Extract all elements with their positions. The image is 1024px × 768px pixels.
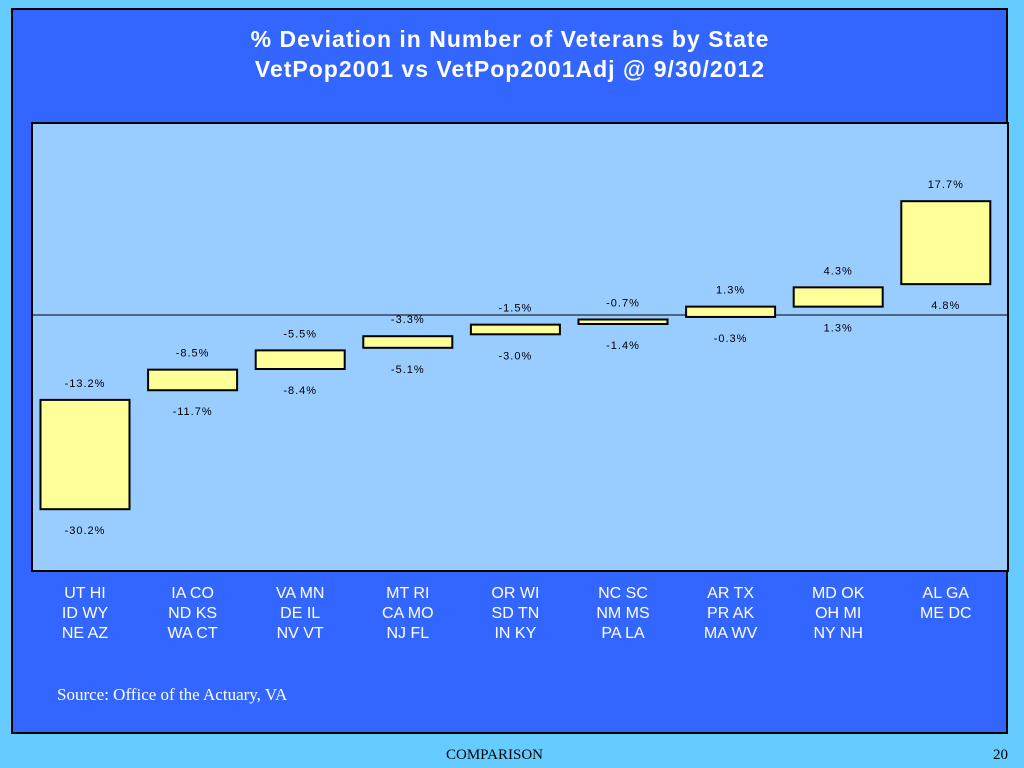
category-label: UT HI ID WY NE AZ xyxy=(30,584,140,644)
low-value-label: -0.3% xyxy=(714,333,748,345)
plot-area xyxy=(31,122,1009,572)
category-label-line: ND KS xyxy=(168,605,218,622)
category-label-line: OR WI xyxy=(491,585,540,602)
category-label-line: NC SC xyxy=(598,585,648,602)
category-label-line: MD OK xyxy=(811,585,865,602)
high-value-label: -3.3% xyxy=(391,314,425,326)
range-box xyxy=(469,323,561,336)
high-value-label: 17.7% xyxy=(928,179,964,191)
category-label-line: AR TX xyxy=(707,585,754,602)
low-value-label: -8.4% xyxy=(283,385,317,397)
range-box xyxy=(685,305,777,318)
low-value-label: -1.4% xyxy=(606,340,640,352)
page-number: 20 xyxy=(993,747,1008,763)
category-label: NC SC NM MS PA LA xyxy=(568,584,678,644)
category-label-line: ME DC xyxy=(920,605,972,622)
chart-subtitle: VetPop2001 vs VetPop2001Adj @ 9/30/2012 xyxy=(254,56,766,82)
category-label-line: OH MI xyxy=(815,605,862,622)
category-label-line: AL GA xyxy=(922,585,970,602)
high-value-label: -8.5% xyxy=(176,348,210,360)
category-label-line: NJ FL xyxy=(386,625,430,642)
low-value-label: -11.7% xyxy=(173,406,213,418)
category-label-line: NY NH xyxy=(813,625,863,642)
range-box xyxy=(362,335,454,349)
category-label-line: ID WY xyxy=(61,605,109,622)
high-value-label: -13.2% xyxy=(65,378,106,390)
low-value-label: -30.2% xyxy=(65,525,106,537)
low-value-label: 4.8% xyxy=(931,300,960,312)
category-label: MD OK OH MI NY NH xyxy=(783,584,893,644)
category-label-line: SD TN xyxy=(491,605,540,622)
range-box xyxy=(900,200,992,286)
category-label-line: MA WV xyxy=(703,625,758,642)
range-box xyxy=(39,398,131,511)
category-label-line: IN KY xyxy=(494,625,537,642)
range-box xyxy=(147,368,239,392)
low-value-label: 1.3% xyxy=(824,323,853,335)
high-value-label: -5.5% xyxy=(283,328,317,340)
category-label-line: NM MS xyxy=(596,605,650,622)
category-label-line: VA MN xyxy=(275,585,325,602)
low-value-label: -3.0% xyxy=(499,350,533,362)
range-box xyxy=(577,318,669,326)
category-label: VA MN DE IL NV VT xyxy=(245,584,355,644)
category-label: OR WI SD TN IN KY xyxy=(460,584,570,644)
category-label: AL GA ME DC xyxy=(891,584,1001,624)
category-label-line: PA LA xyxy=(601,625,645,642)
high-value-label: 4.3% xyxy=(824,265,853,277)
chart-title: % Deviation in Number of Veterans by Sta… xyxy=(250,26,770,52)
category-label-line: NE AZ xyxy=(61,625,109,642)
category-label-line: IA CO xyxy=(171,585,214,602)
high-value-label: 1.3% xyxy=(716,285,745,297)
category-label-line: CA MO xyxy=(382,605,434,622)
high-value-label: -1.5% xyxy=(499,303,533,315)
category-label-line: UT HI xyxy=(64,585,106,602)
source-note: Source: Office of the Actuary, VA xyxy=(57,685,288,704)
range-box xyxy=(254,349,346,371)
category-label-line: DE IL xyxy=(280,605,321,622)
category-label: MT RI CA MO NJ FL xyxy=(353,584,463,644)
low-value-label: -5.1% xyxy=(391,364,425,376)
chart-title-block: % Deviation in Number of Veterans by Sta… xyxy=(0,24,1020,84)
footer-label: COMPARISON xyxy=(446,747,543,763)
category-label: IA CO ND KS WA CT xyxy=(138,584,248,644)
category-label-line: WA CT xyxy=(167,625,218,642)
category-label-line: MT RI xyxy=(386,585,430,602)
high-value-label: -0.7% xyxy=(606,298,640,310)
category-label-line: PR AK xyxy=(707,605,755,622)
category-label-line: NV VT xyxy=(276,625,324,642)
range-box xyxy=(792,286,884,308)
category-label: AR TX PR AK MA WV xyxy=(676,584,786,644)
